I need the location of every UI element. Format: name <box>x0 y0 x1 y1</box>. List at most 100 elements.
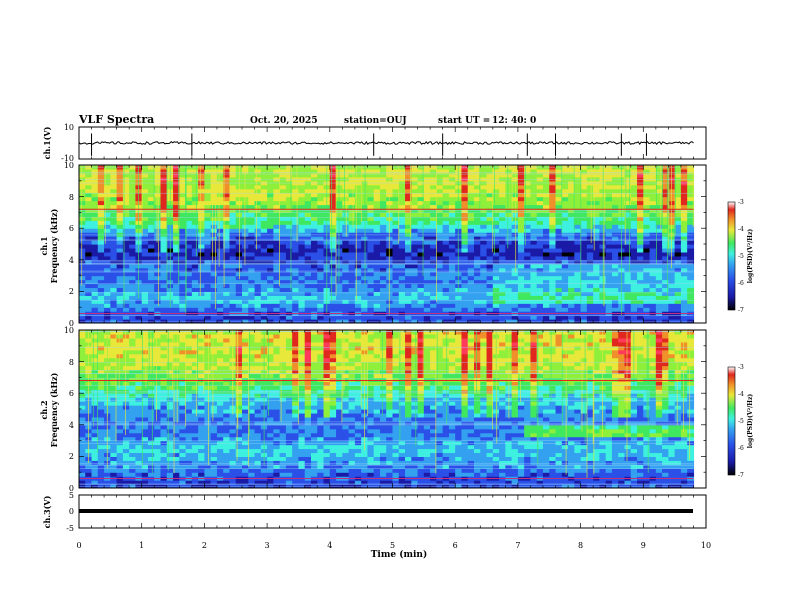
spectrogram-cell <box>166 369 174 375</box>
spectrogram-cell <box>580 224 588 229</box>
spectrogram-cell <box>637 188 644 194</box>
spectrogram-cell <box>154 275 162 281</box>
spectrogram-cell <box>448 279 456 285</box>
spectrogram-cell <box>680 319 688 323</box>
spectrogram-cell <box>524 240 532 245</box>
spectrogram-cell <box>662 267 669 273</box>
spectrogram-cell <box>135 440 143 446</box>
spectrogram-cell <box>141 251 149 257</box>
spectrogram-cell <box>191 341 199 347</box>
spectrogram-cell <box>542 168 550 174</box>
spectrogram-cell <box>198 196 205 202</box>
spectrogram-cell <box>141 307 149 312</box>
spectrogram-cell <box>122 283 130 289</box>
spectrogram-cell <box>97 244 105 249</box>
spectrogram-cell <box>85 192 93 198</box>
spectrogram-cell <box>586 208 594 213</box>
spectrogram-cell <box>342 232 350 237</box>
spectrogram-cell <box>135 208 143 213</box>
spectrogram-cell <box>580 283 588 289</box>
spectrogram-cell <box>279 228 287 233</box>
spectrogram-cell <box>674 184 682 190</box>
spectrogram-cell <box>129 428 137 434</box>
spectrogram-cell <box>91 381 99 386</box>
spectrogram-cell <box>254 192 262 198</box>
spectrogram-cell <box>216 405 224 410</box>
spectrogram-cell <box>662 263 669 269</box>
spectrogram-cell <box>580 204 588 210</box>
spectrogram-cell <box>348 172 356 178</box>
spectrogram-cell <box>542 220 550 225</box>
spectrogram-cell <box>292 271 300 277</box>
spectrogram-cell <box>267 228 274 233</box>
spectrogram-cell <box>448 212 456 217</box>
spectrogram-cell <box>361 255 369 261</box>
spectrogram-cell <box>279 287 287 292</box>
spectrogram-cell <box>173 271 180 277</box>
spectrogram-cell <box>624 188 632 194</box>
spectrogram-cell <box>216 341 224 347</box>
spectrogram-cell <box>593 303 601 308</box>
spectrogram-cell <box>147 247 155 253</box>
spectrogram-cell <box>160 303 168 308</box>
spectrogram-cell <box>461 224 469 229</box>
spectrogram-cell <box>154 373 162 378</box>
spectrogram-cell <box>223 456 231 461</box>
spectrogram-cell <box>486 216 494 221</box>
spectrogram-cell <box>624 267 632 273</box>
spectrogram-cell <box>505 271 513 277</box>
spectrogram-cell <box>662 168 669 174</box>
spectrogram-cell <box>310 196 318 202</box>
spectrogram-cell <box>348 291 356 296</box>
spectrogram-cell <box>210 247 218 253</box>
spectrogram-cell <box>637 220 644 225</box>
spectrogram-cell <box>279 224 287 229</box>
spectrogram-cell <box>91 452 99 457</box>
spectrogram-cell <box>580 172 588 178</box>
spectrogram-cell <box>116 275 124 281</box>
spectrogram-cell <box>122 416 130 422</box>
spectrogram-cell <box>79 448 86 454</box>
spectrogram-cell <box>499 172 506 178</box>
spectrogram-cell <box>574 315 582 320</box>
spectrogram-cell <box>204 420 212 426</box>
spectrogram-cell <box>285 244 293 249</box>
spectrogram-cell <box>662 275 669 281</box>
spectrogram-cell <box>474 236 481 241</box>
spectrogram-cell <box>135 464 143 469</box>
spectrogram-cell <box>561 307 569 312</box>
spectrogram-cell <box>367 188 375 194</box>
spectrogram-cell <box>160 480 168 485</box>
spectrogram-cell <box>586 200 594 206</box>
spectrogram-cell <box>97 196 105 202</box>
spectrogram-cell <box>674 247 682 253</box>
spectrogram-cell <box>91 299 99 304</box>
spectrogram-cell <box>147 420 155 426</box>
spectrogram-cell <box>198 333 205 339</box>
spectrogram-cell <box>160 307 168 312</box>
spectrogram-cell <box>242 319 249 323</box>
spectrogram-cell <box>91 456 99 461</box>
spectrogram-cell <box>542 271 550 277</box>
spectrogram-cell <box>593 267 601 273</box>
spectrogram-cell <box>649 172 657 178</box>
spectrogram-cell <box>624 196 632 202</box>
spectrogram-cell <box>542 188 550 194</box>
spectrogram-cell <box>85 267 93 273</box>
spectrogram-cell <box>79 369 86 375</box>
spectrogram-cell <box>116 353 124 359</box>
spectrogram-cell <box>517 287 525 292</box>
spectrogram-cell <box>147 220 155 225</box>
spectrogram-cell <box>154 240 162 245</box>
spectrogram-cell <box>611 220 619 225</box>
spectrogram-cell <box>116 279 124 285</box>
spectrogram-cell <box>317 291 325 296</box>
spectrogram-cell <box>185 291 193 296</box>
spectrogram-cell <box>279 319 287 323</box>
spectrogram-cell <box>116 271 124 277</box>
spectrogram-cell <box>329 188 337 194</box>
spectrogram-cell <box>398 271 406 277</box>
spectrogram-cell <box>141 212 149 217</box>
spectrogram-cell <box>354 275 362 281</box>
spectrogram-cell <box>185 484 193 488</box>
